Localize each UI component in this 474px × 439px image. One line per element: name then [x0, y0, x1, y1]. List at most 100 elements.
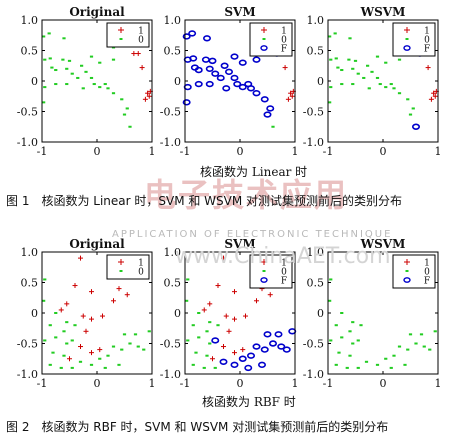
data-point-class-0	[337, 351, 341, 354]
data-point-class-1	[432, 93, 438, 99]
data-point-class-0	[364, 360, 369, 363]
figure2-xlabel: 核函数为 RBF 时	[202, 395, 296, 409]
x-tick-label: 1	[435, 145, 442, 158]
data-point-class-0	[408, 333, 413, 336]
data-point-class-1	[223, 313, 229, 319]
data-point-class-1	[83, 328, 89, 334]
data-point-class-0	[366, 64, 370, 67]
data-point-class-1	[425, 65, 431, 71]
plot-legend: 10F	[249, 254, 293, 289]
legend-label: 0	[281, 268, 287, 278]
data-point-class-F	[411, 123, 420, 130]
legend-box	[249, 22, 293, 57]
data-point-class-F	[230, 361, 239, 369]
data-point-class-F	[238, 59, 247, 66]
data-point-class-0	[117, 363, 121, 366]
y-tick-label: 0	[317, 307, 324, 320]
legend-label: 0	[281, 36, 287, 46]
data-point-class-1	[431, 90, 437, 96]
data-point-class-1	[89, 289, 94, 295]
data-point-class-0	[48, 363, 52, 366]
data-point-class-0	[125, 107, 129, 110]
data-point-class-F	[205, 80, 214, 88]
data-point-class-1	[428, 96, 434, 102]
data-point-class-0	[70, 339, 74, 342]
x-tick-label: 0	[237, 377, 244, 390]
data-point-class-0	[84, 70, 88, 73]
data-point-class-0	[384, 86, 388, 89]
legend-marker	[405, 38, 409, 40]
data-point-class-F	[230, 74, 239, 82]
legend-label: 1	[138, 27, 144, 37]
data-point-class-F	[203, 35, 212, 42]
legend-label: 1	[281, 259, 287, 269]
data-point-class-F	[268, 340, 277, 347]
y-tick-label: 0.5	[164, 277, 182, 290]
legend-label: 0	[424, 268, 430, 278]
data-point-class-0	[128, 125, 132, 128]
data-point-class-F	[183, 83, 192, 91]
data-point-class-0	[375, 55, 380, 58]
data-point-class-1	[78, 255, 83, 261]
y-tick-label: -0.5	[17, 106, 38, 119]
data-point-class-0	[76, 76, 80, 79]
data-point-class-0	[133, 333, 138, 336]
data-point-class-1	[288, 90, 294, 96]
figure2-caption: 图 2 核函数为 RBF 时，SVM 和 WSVM 对测试集预测前后的类别分布	[6, 420, 389, 434]
data-point-class-0	[389, 83, 393, 86]
y-tick-label: -0.5	[303, 106, 324, 119]
data-point-class-F	[208, 57, 217, 65]
data-point-class-0	[111, 345, 116, 348]
y-tick-label: 0	[317, 75, 324, 88]
data-point-class-0	[54, 312, 58, 314]
data-point-class-0	[340, 312, 344, 314]
x-tick-label: 0	[94, 377, 101, 390]
data-point-class-1	[97, 347, 103, 353]
data-point-class-0	[54, 69, 58, 72]
data-point-class-0	[43, 86, 47, 89]
plot-title: SVM	[224, 5, 255, 19]
data-point-class-0	[81, 87, 85, 90]
data-point-class-0	[78, 360, 83, 363]
plot-title: Original	[69, 237, 125, 251]
data-point-class-0	[197, 336, 201, 339]
data-point-class-0	[406, 348, 410, 351]
data-point-class-F	[252, 343, 261, 350]
x-tick-label: -1	[37, 377, 48, 390]
y-tick-label: 0.5	[164, 45, 182, 58]
y-tick-label: 0.5	[21, 45, 39, 58]
data-point-class-F	[216, 74, 225, 82]
data-point-class-F	[274, 331, 283, 338]
legend-label: 1	[424, 259, 430, 269]
plot-legend: 10F	[392, 22, 436, 57]
data-point-class-0	[62, 37, 66, 40]
data-point-class-0	[103, 366, 107, 369]
data-point-class-0	[98, 357, 102, 360]
x-tick-label: 0	[94, 145, 101, 158]
data-point-class-0	[433, 330, 437, 333]
data-point-class-0	[202, 366, 206, 369]
data-point-class-0	[67, 59, 72, 62]
data-point-class-F	[266, 105, 275, 112]
data-point-class-1	[67, 356, 72, 362]
data-point-class-F	[260, 346, 269, 353]
data-point-class-F	[211, 337, 220, 344]
data-point-class-0	[397, 58, 402, 61]
data-point-class-0	[186, 339, 190, 342]
data-point-class-1	[232, 350, 237, 356]
data-point-class-0	[136, 345, 140, 348]
data-point-class-1	[135, 51, 141, 57]
y-tick-label: 1.0	[21, 14, 39, 27]
data-point-class-0	[328, 35, 332, 38]
data-point-class-0	[414, 342, 418, 345]
data-point-class-0	[43, 58, 47, 61]
legend-marker	[119, 270, 123, 272]
watermark-url: www.ChinaAET.com	[175, 244, 391, 269]
data-point-class-F	[247, 352, 256, 359]
data-point-class-F	[230, 53, 239, 60]
y-tick-label: 1.0	[307, 246, 325, 259]
data-point-class-1	[58, 307, 64, 313]
